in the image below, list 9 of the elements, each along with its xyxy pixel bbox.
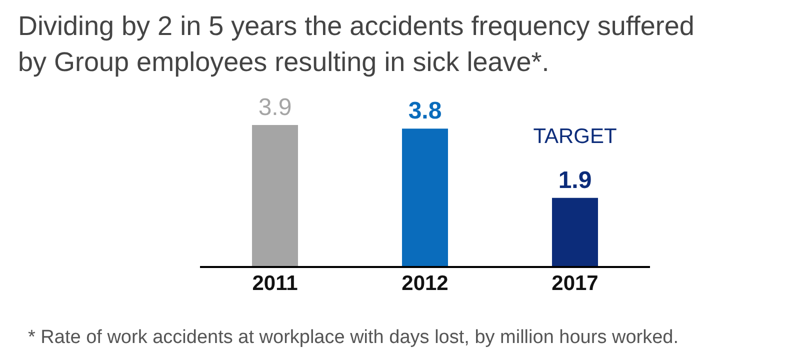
- data-label: 1.9: [558, 166, 592, 194]
- data-label: 3.9: [258, 94, 292, 121]
- x-tick-label: 2011: [252, 272, 298, 295]
- chart-title: Dividing by 2 in 5 years the accidents frequency suffered by Group employees resulting in sick leave*.: [18, 10, 696, 79]
- annotation: TARGET: [533, 124, 617, 148]
- data-label: 3.8: [408, 98, 442, 125]
- x-tick-label: 2017: [552, 272, 598, 295]
- x-tick-label: 2012: [402, 272, 448, 295]
- text: * Rate of work accidents at workplace with days lost, by million hours worked.: [28, 327, 678, 349]
